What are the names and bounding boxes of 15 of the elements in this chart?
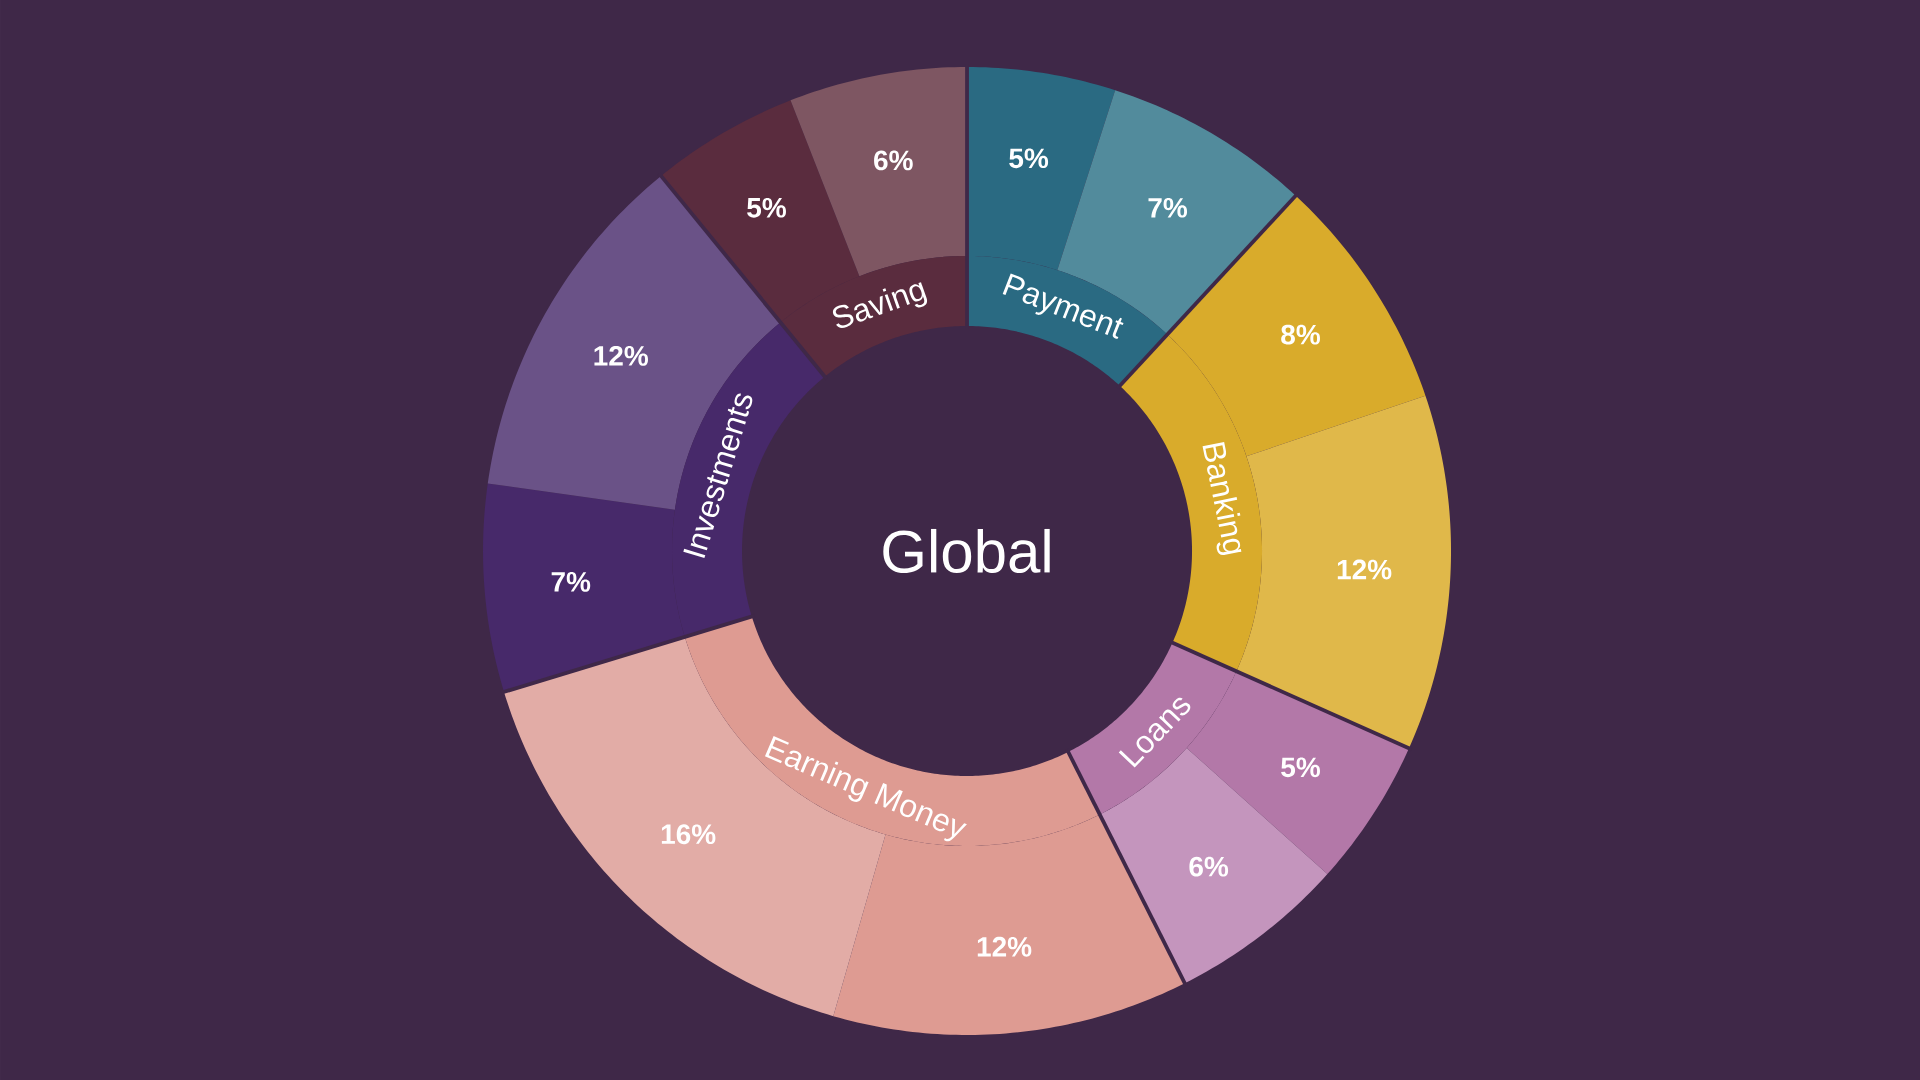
data-label: 6% [874,150,913,171]
data-label: 7% [551,572,591,592]
data-label: 12% [594,345,648,366]
data-label: 6% [1189,856,1229,877]
data-label: 8% [1281,324,1320,345]
text: Global [883,528,1050,574]
data-label: 12% [1337,559,1392,580]
data-label: 5% [1281,757,1320,778]
data-label: 7% [1148,197,1188,218]
data-label: 5% [1009,148,1049,169]
data-label: 16% [661,824,716,845]
data-label: 12% [977,936,1032,957]
data-label: 5% [747,197,786,218]
slice-label: Saving [832,282,928,328]
slice-label: Banking [1202,441,1242,556]
